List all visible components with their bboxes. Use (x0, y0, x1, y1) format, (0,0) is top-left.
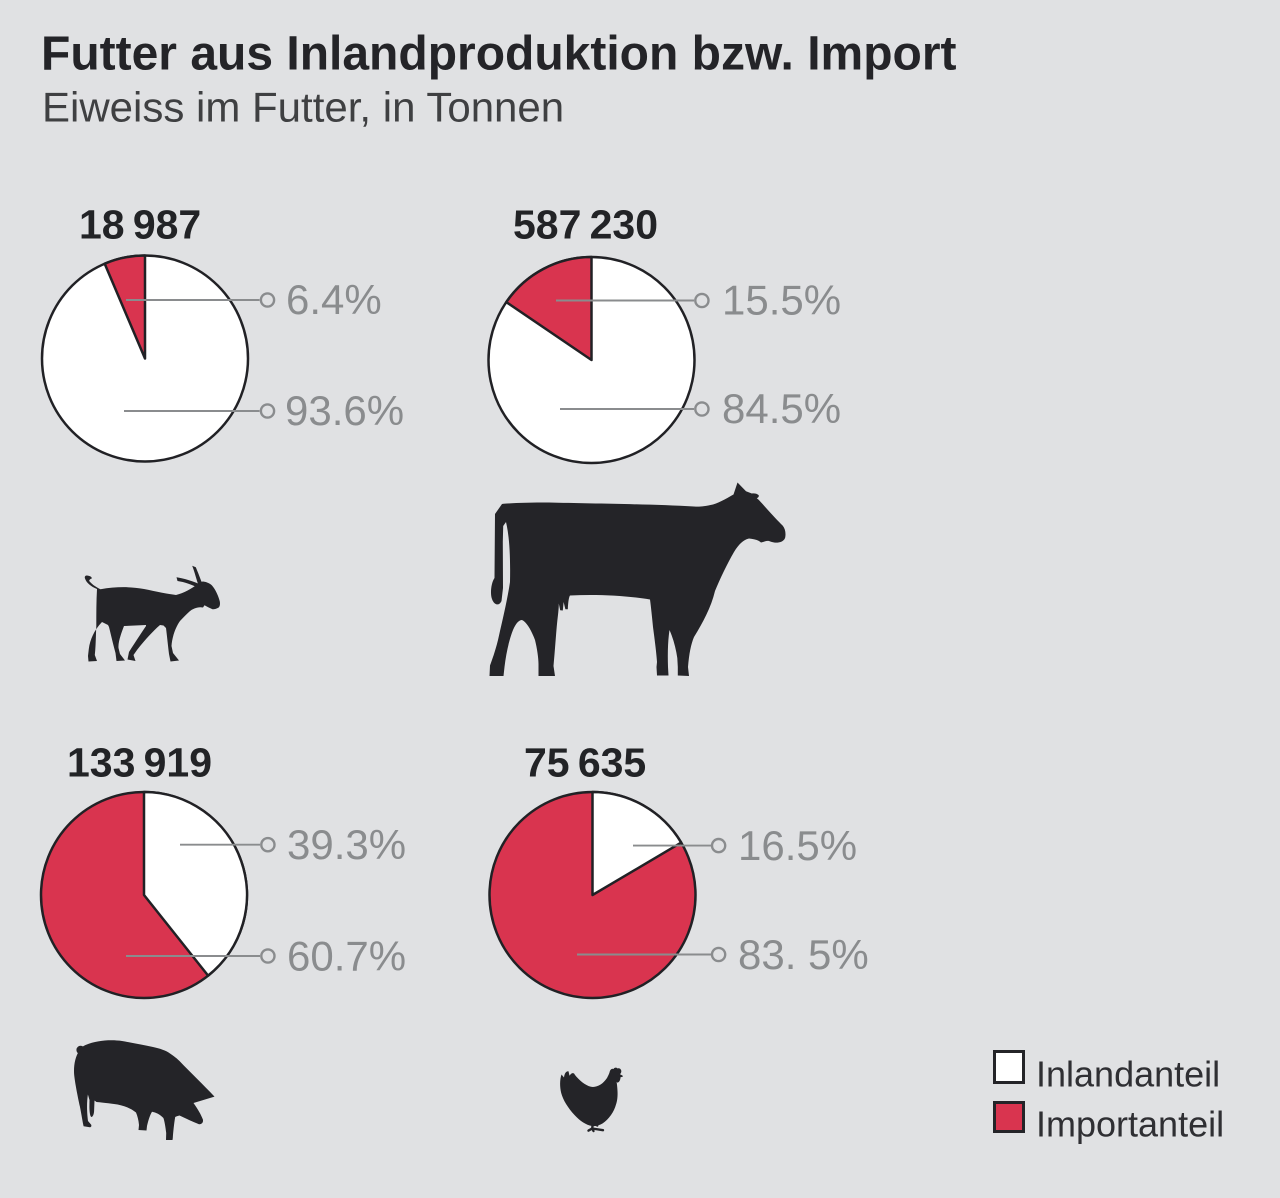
svg-text:133 919: 133 919 (67, 740, 212, 786)
svg-text:60.7%: 60.7% (287, 933, 406, 980)
svg-text:84.5%: 84.5% (722, 385, 841, 432)
svg-text:6.4%: 6.4% (286, 276, 382, 323)
svg-text:93.6%: 93.6% (285, 387, 404, 434)
svg-text:15.5%: 15.5% (722, 277, 841, 324)
svg-text:75 635: 75 635 (524, 740, 646, 786)
svg-text:Eiweiss im Futter, in Tonnen: Eiweiss im Futter, in Tonnen (42, 84, 564, 131)
svg-text:Importanteil: Importanteil (1036, 1104, 1224, 1145)
svg-text:16.5%: 16.5% (738, 822, 857, 869)
svg-text:18 987: 18 987 (79, 202, 201, 248)
svg-text:83. 5%: 83. 5% (738, 931, 869, 978)
svg-text:587 230: 587 230 (513, 202, 658, 248)
svg-text:Inlandanteil: Inlandanteil (1036, 1054, 1220, 1095)
svg-text:Futter aus Inlandproduktion bz: Futter aus Inlandproduktion bzw. Import (41, 28, 957, 81)
svg-text:39.3%: 39.3% (287, 821, 406, 868)
